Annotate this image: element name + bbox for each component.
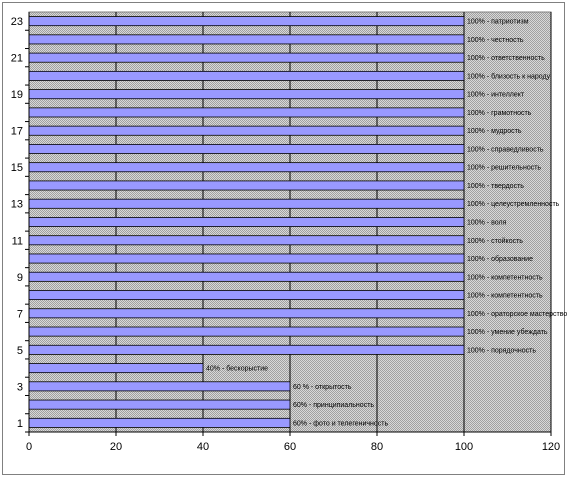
data-label: 40% - бескорыстие bbox=[206, 365, 268, 373]
x-tick-label: 100 bbox=[455, 441, 473, 453]
bar bbox=[28, 399, 291, 410]
bar bbox=[28, 52, 465, 63]
data-label: 100% - решительность bbox=[467, 165, 541, 172]
bar bbox=[28, 89, 465, 100]
bar bbox=[28, 253, 465, 264]
data-label: 100% - ораторское мастерство bbox=[467, 311, 567, 318]
data-label: 100% - целеустремленность bbox=[467, 201, 560, 208]
data-label: 100% - стойкость bbox=[467, 237, 523, 245]
data-label: 60% - фото и телегеничность bbox=[293, 420, 388, 427]
y-tick-label: 21 bbox=[11, 53, 23, 65]
data-label: 100% - справедливость bbox=[467, 146, 544, 153]
bar bbox=[28, 198, 465, 209]
bar bbox=[28, 344, 465, 355]
data-label: 100% - воля bbox=[467, 220, 507, 227]
data-label: 100% - близость к народу bbox=[467, 72, 551, 80]
y-tick-label: 19 bbox=[11, 89, 23, 101]
bar bbox=[28, 290, 465, 301]
bar bbox=[28, 417, 291, 428]
bar bbox=[28, 308, 465, 319]
bar bbox=[28, 326, 465, 337]
bar bbox=[28, 34, 465, 45]
data-label: 100% - твердость bbox=[467, 183, 524, 190]
y-tick-label: 9 bbox=[17, 272, 23, 284]
bar bbox=[28, 180, 465, 191]
data-label: 100% - компетентность bbox=[467, 293, 543, 300]
x-tick-label: 80 bbox=[371, 441, 383, 453]
bar bbox=[28, 143, 465, 154]
bar bbox=[28, 381, 291, 392]
y-tick-label: 3 bbox=[17, 381, 23, 393]
y-tick-label: 1 bbox=[17, 418, 23, 430]
bar bbox=[28, 125, 465, 136]
x-tick-label: 40 bbox=[197, 441, 209, 453]
y-tick-label: 17 bbox=[11, 126, 23, 138]
data-label: 100% - ответственность bbox=[467, 55, 545, 62]
x-tick-label: 0 bbox=[26, 441, 32, 453]
bar bbox=[28, 363, 204, 374]
data-labels: 60% - фото и телегеничность 60% - принцип… bbox=[206, 19, 567, 428]
data-label: 60 % - открытость bbox=[293, 384, 352, 391]
bar bbox=[28, 235, 465, 246]
bar bbox=[28, 217, 465, 227]
y-tick-label: 13 bbox=[11, 199, 23, 211]
bar bbox=[28, 70, 465, 81]
data-label: 100% - интеллект bbox=[467, 92, 525, 99]
y-tick-label: 5 bbox=[17, 345, 23, 357]
bar bbox=[28, 162, 465, 173]
y-tick-label: 23 bbox=[11, 16, 23, 28]
data-label: 100% - мудрость bbox=[467, 128, 522, 135]
y-tick-label: 15 bbox=[11, 162, 23, 174]
x-axis: 0 20 40 60 80 100 120 bbox=[26, 431, 560, 453]
y-tick-label: 7 bbox=[17, 308, 23, 320]
bar bbox=[28, 271, 465, 282]
bar bbox=[28, 107, 465, 118]
x-tick-label: 60 bbox=[284, 441, 296, 453]
data-label: 100% - честность bbox=[467, 37, 524, 44]
x-tick-label: 20 bbox=[110, 441, 122, 453]
data-label: 100% - грамотность bbox=[467, 110, 532, 117]
bar bbox=[28, 16, 465, 27]
data-label: 100% - порядочность bbox=[467, 347, 536, 354]
data-label: 100% - патриотизм bbox=[467, 19, 529, 26]
data-label: 100% - умение убеждать bbox=[467, 328, 548, 336]
x-tick-label: 120 bbox=[542, 441, 560, 453]
data-label: 100% - образование bbox=[467, 255, 533, 263]
data-label: 60% - принципиальность bbox=[293, 402, 374, 409]
data-label: 100% - компетентность bbox=[467, 274, 543, 281]
y-tick-label: 11 bbox=[12, 235, 23, 247]
